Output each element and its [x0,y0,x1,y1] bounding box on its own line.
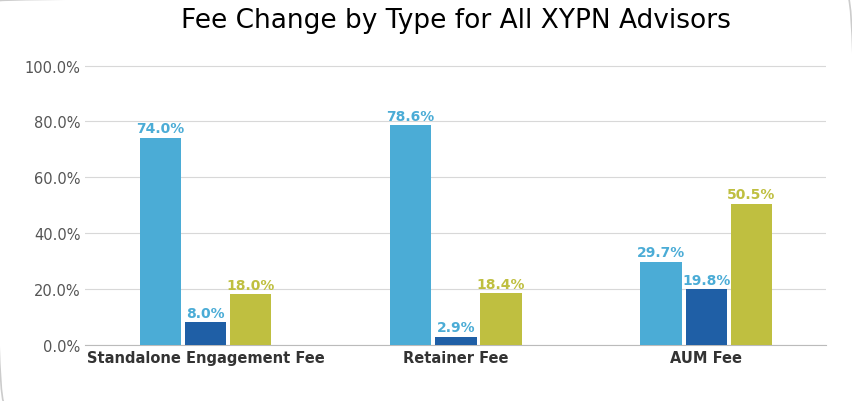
Bar [686,290,727,345]
Text: 18.0%: 18.0% [227,278,274,292]
Bar [230,295,271,345]
Text: 50.5%: 50.5% [727,188,775,201]
Bar [641,262,682,345]
Bar [730,204,772,345]
Text: 19.8%: 19.8% [682,273,730,287]
Bar [481,294,521,345]
Text: 29.7%: 29.7% [637,245,685,259]
Title: Fee Change by Type for All XYPN Advisors: Fee Change by Type for All XYPN Advisors [181,8,731,33]
Text: 78.6%: 78.6% [387,109,435,123]
Text: 2.9%: 2.9% [436,320,475,334]
Bar [390,126,431,345]
Text: 18.4%: 18.4% [476,277,525,291]
Text: 8.0%: 8.0% [186,306,225,320]
Bar [435,337,476,345]
Text: 74.0%: 74.0% [136,122,184,136]
Bar [140,139,181,345]
Bar [185,322,226,345]
